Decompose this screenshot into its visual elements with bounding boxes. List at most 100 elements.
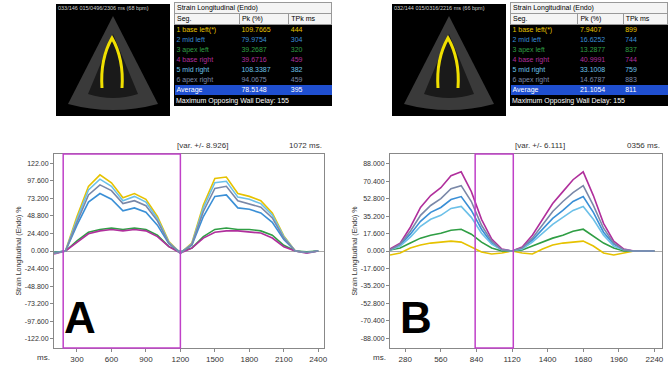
html-text:4 base right: 4 base right	[176, 56, 214, 63]
svg-text:1680: 1680	[574, 355, 592, 364]
svg-text:300: 300	[70, 355, 84, 364]
svg-text:ms.: ms.	[37, 353, 50, 362]
svg-text:52.800: 52.800	[363, 195, 385, 202]
svg-text:48.800: 48.800	[27, 212, 49, 219]
html-text:78.5148: 78.5148	[241, 86, 267, 93]
html-text:459: 459	[290, 56, 303, 63]
html-text:744: 744	[625, 36, 637, 43]
html-text:Seg.: Seg.	[177, 15, 192, 22]
html-text:320: 320	[290, 46, 303, 53]
svg-text:900: 900	[139, 355, 153, 364]
html-text:21.1054: 21.1054	[579, 86, 606, 93]
svg-text:[var. +/- 8.926]: [var. +/- 8.926]	[177, 141, 228, 150]
svg-text:0.000: 0.000	[367, 247, 385, 254]
svg-text:B: B	[400, 293, 432, 342]
html-text:459: 459	[290, 76, 303, 83]
html-text:Average: Average	[176, 86, 203, 93]
svg-text:560: 560	[434, 355, 448, 364]
html-text:33.1008: 33.1008	[579, 66, 606, 73]
html-text:6 apex right: 6 apex right	[176, 76, 214, 83]
html-text:109.7665: 109.7665	[241, 26, 271, 33]
svg-text:Strain Longitudinal (Endo) %: Strain Longitudinal (Endo) %	[351, 206, 359, 295]
svg-text:24.400: 24.400	[27, 230, 49, 237]
svg-text:-122.00: -122.00	[25, 335, 49, 342]
html-text:899: 899	[625, 26, 637, 33]
html-text:TPk ms: TPk ms	[625, 15, 650, 22]
html-text:Pk (%): Pk (%)	[241, 15, 263, 22]
html-text:382: 382	[290, 66, 303, 73]
html-text:1 base left(*): 1 base left(*)	[176, 26, 217, 33]
svg-text:-52.800: -52.800	[361, 300, 385, 307]
html-text:16.6252: 16.6252	[579, 36, 606, 43]
svg-text:88.000: 88.000	[363, 160, 385, 167]
svg-text:35.200: 35.200	[363, 213, 385, 220]
html-text:395: 395	[290, 86, 303, 93]
html-text:Strain Longitudinal (Endo): Strain Longitudinal (Endo)	[513, 4, 594, 11]
html-text:5 mid right: 5 mid right	[512, 66, 546, 73]
html-text:Average: Average	[512, 86, 539, 93]
svg-text:Strain Longitudinal (Endo) %: Strain Longitudinal (Endo) %	[15, 206, 23, 295]
html-text:39.6716: 39.6716	[241, 56, 267, 63]
html-text:4 base right: 4 base right	[512, 56, 550, 63]
svg-text:-35.200: -35.200	[361, 282, 385, 289]
svg-text:-70.400: -70.400	[361, 317, 385, 324]
html-text:Pk (%): Pk (%)	[580, 15, 602, 22]
svg-text:600: 600	[105, 355, 119, 364]
svg-text:0356 ms.: 0356 ms.	[627, 141, 660, 150]
html-text:3 apex left: 3 apex left	[512, 46, 545, 53]
html-text:Maximum Opposing Wall Delay: 1: Maximum Opposing Wall Delay: 155	[176, 97, 289, 104]
svg-text:73.200: 73.200	[27, 195, 49, 202]
svg-text:1960: 1960	[610, 355, 628, 364]
svg-text:122.00: 122.00	[27, 160, 49, 167]
svg-text:A: A	[64, 293, 96, 342]
html-text:TPk ms: TPk ms	[291, 15, 315, 22]
svg-text:280: 280	[399, 355, 413, 364]
svg-text:1800: 1800	[240, 355, 258, 364]
svg-text:1072 ms.: 1072 ms.	[289, 141, 322, 150]
html-text:79.9754: 79.9754	[241, 36, 267, 43]
html-text:6 apex right: 6 apex right	[512, 76, 550, 83]
svg-text:[var. +/- 6.111]: [var. +/- 6.111]	[515, 141, 565, 150]
html-text:Maximum Opposing Wall Delay: 1: Maximum Opposing Wall Delay: 155	[512, 97, 625, 104]
svg-text:-24.400: -24.400	[25, 265, 49, 272]
html-text:811: 811	[625, 86, 637, 93]
html-text:3 apex left: 3 apex left	[176, 46, 209, 53]
svg-text:2240: 2240	[645, 355, 663, 364]
svg-text:1400: 1400	[539, 355, 557, 364]
svg-text:1500: 1500	[206, 355, 224, 364]
svg-text:840: 840	[470, 355, 484, 364]
html-text:94.0675: 94.0675	[241, 76, 267, 83]
html-text:13.2877: 13.2877	[579, 46, 606, 53]
html-text:2 mid left: 2 mid left	[512, 36, 541, 43]
svg-text:0.000: 0.000	[31, 247, 49, 254]
html-text:883: 883	[625, 76, 637, 83]
html-text:Seg.: Seg.	[513, 15, 528, 22]
svg-text:70.400: 70.400	[363, 178, 385, 185]
html-text:14.6787: 14.6787	[579, 76, 606, 83]
svg-text:-73.200: -73.200	[25, 300, 49, 307]
svg-text:1120: 1120	[503, 355, 521, 364]
svg-text:97.600: 97.600	[27, 177, 49, 184]
svg-text:17.600: 17.600	[363, 230, 385, 237]
svg-text:-48.800: -48.800	[25, 283, 49, 290]
svg-text:-88.000: -88.000	[361, 335, 385, 342]
svg-text:-97.600: -97.600	[25, 318, 49, 325]
html-text:5 mid right: 5 mid right	[176, 66, 210, 73]
html-text:108.3387: 108.3387	[241, 66, 271, 73]
svg-text:2400: 2400	[309, 355, 327, 364]
html-text:759: 759	[625, 66, 637, 73]
html-text:744: 744	[625, 56, 637, 63]
html-text:837: 837	[625, 46, 637, 53]
html-text:304: 304	[290, 36, 303, 43]
svg-text:1200: 1200	[171, 355, 189, 364]
html-text:444: 444	[290, 26, 303, 33]
html-text:39.2687: 39.2687	[241, 46, 267, 53]
svg-text:-17.600: -17.600	[361, 265, 385, 272]
html-text:40.9991: 40.9991	[579, 56, 606, 63]
html-text:7.9407: 7.9407	[579, 26, 602, 33]
svg-text:ms.: ms.	[373, 353, 386, 362]
html-text:1 base left(*): 1 base left(*)	[512, 26, 553, 33]
html-text:Strain Longitudinal (Endo): Strain Longitudinal (Endo)	[177, 4, 258, 11]
svg-text:2100: 2100	[275, 355, 293, 364]
html-text:2 mid left: 2 mid left	[176, 36, 205, 43]
